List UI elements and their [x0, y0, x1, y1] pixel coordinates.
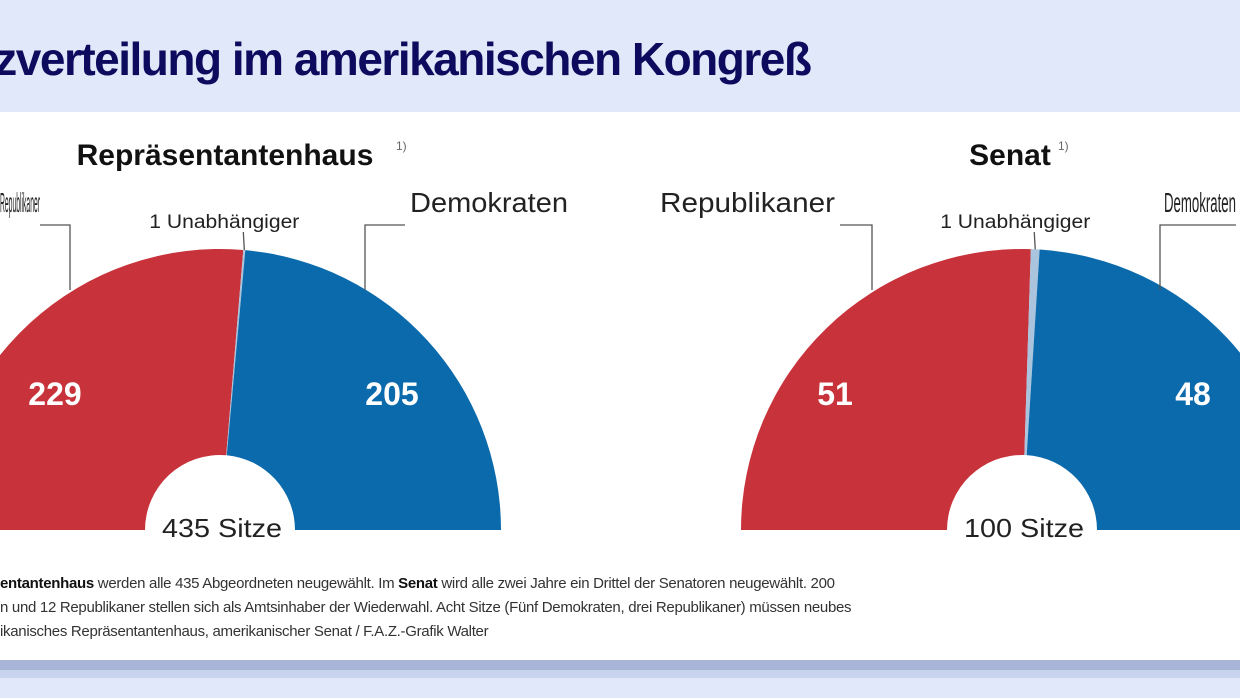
leader-line-democrats	[364, 224, 405, 290]
leader-line-republicans	[40, 224, 71, 290]
label-democrats: Demokraten	[1164, 187, 1236, 218]
label-republicans: Republikaner	[0, 187, 40, 218]
value-republicans: 229	[28, 376, 81, 412]
slice-democrats	[226, 250, 502, 530]
leader-line-democrats	[1159, 224, 1236, 290]
slice-independent	[1024, 249, 1040, 456]
slice-republicans	[0, 249, 244, 530]
footnote-line-1: entantenhaus werden alle 435 Abgeordnete…	[0, 575, 1230, 592]
title-footnote-mark: 1)	[396, 139, 407, 153]
footnote-line-2: n und 12 Republikaner stellen sich als A…	[0, 599, 852, 616]
slice-democrats	[1026, 249, 1240, 530]
slice-republicans	[741, 249, 1031, 530]
footnote-text: werden alle 435 Abgeordneten neugewählt.…	[93, 575, 399, 592]
total-seats: 100 Sitze	[964, 513, 1084, 543]
footnote-bold-senate: Senat	[398, 575, 438, 592]
value-republicans: 51	[817, 376, 853, 412]
label-independent: 1 Unabhängiger	[940, 212, 1091, 233]
leader-line-independent	[1033, 231, 1036, 250]
footnote-line-3: ikanisches Repräsentantenhaus, amerikani…	[0, 623, 489, 640]
slice-independent	[226, 249, 246, 456]
footnote-text: wird alle zwei Jahre ein Drittel der Sen…	[437, 575, 835, 592]
leader-line-independent	[242, 231, 245, 251]
label-republicans: Republikaner	[660, 187, 835, 218]
footnote-bold-house: entantenhaus	[0, 575, 94, 592]
leader-line-republicans	[840, 224, 873, 290]
value-democrats: 205	[365, 376, 418, 412]
bottom-stripe-light	[0, 670, 1240, 678]
subchart-title: Senat	[969, 139, 1051, 172]
bottom-stripe	[0, 660, 1240, 670]
label-democrats: Demokraten	[410, 187, 568, 218]
total-seats: 435 Sitze	[162, 513, 282, 543]
chart-title: Sitzverteilung im amerikanischen Kongreß	[0, 33, 812, 85]
subchart-title: Repräsentantenhaus	[77, 139, 374, 172]
title-footnote-mark: 1)	[1058, 139, 1069, 153]
label-independent: 1 Unabhängiger	[149, 212, 300, 233]
value-democrats: 48	[1175, 376, 1211, 412]
